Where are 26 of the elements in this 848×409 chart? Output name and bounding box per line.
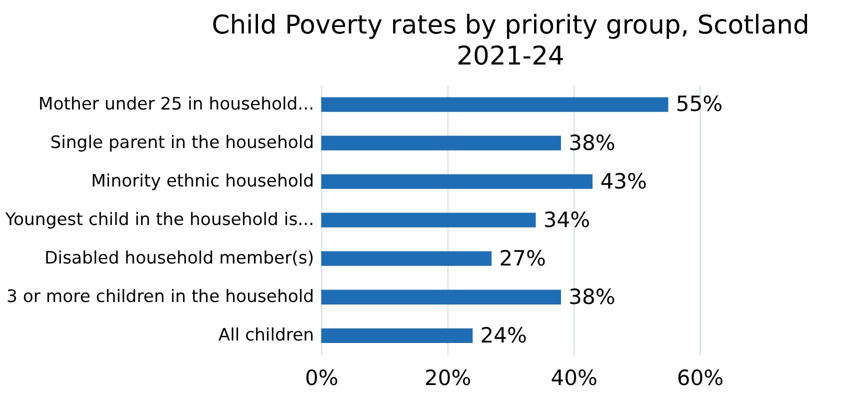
bar xyxy=(321,97,668,112)
x-tick-label: 60% xyxy=(676,365,724,390)
data-label: 43% xyxy=(600,168,647,194)
bar xyxy=(321,328,473,343)
x-tick-label: 20% xyxy=(424,365,472,390)
bar xyxy=(321,290,561,304)
y-tick-label: 3 or more children in the household xyxy=(6,286,314,307)
y-tick-label: Minority ethnic household xyxy=(91,171,314,192)
y-tick-label: Disabled household member(s) xyxy=(44,248,314,268)
bar xyxy=(321,212,536,228)
x-tick-label: 0% xyxy=(305,365,338,390)
bar xyxy=(321,251,492,266)
x-tick-label: 40% xyxy=(550,365,598,390)
y-tick-label: Mother under 25 in household... xyxy=(38,94,314,114)
data-label: 24% xyxy=(480,322,528,348)
data-label: 38% xyxy=(568,284,616,309)
y-tick-label: Single parent in the household xyxy=(50,132,314,153)
y-tick-label: Youngest child in the household is... xyxy=(4,210,314,230)
data-label: 34% xyxy=(543,206,590,232)
chart-title: Child Poverty rates by priority group, Scotland 2021-24 xyxy=(212,10,810,72)
bar xyxy=(321,136,561,150)
data-label: 55% xyxy=(676,91,723,116)
data-label: 38% xyxy=(568,130,616,155)
data-label: 27% xyxy=(499,245,546,270)
y-tick-label: All children xyxy=(218,325,314,346)
bar xyxy=(321,174,593,189)
